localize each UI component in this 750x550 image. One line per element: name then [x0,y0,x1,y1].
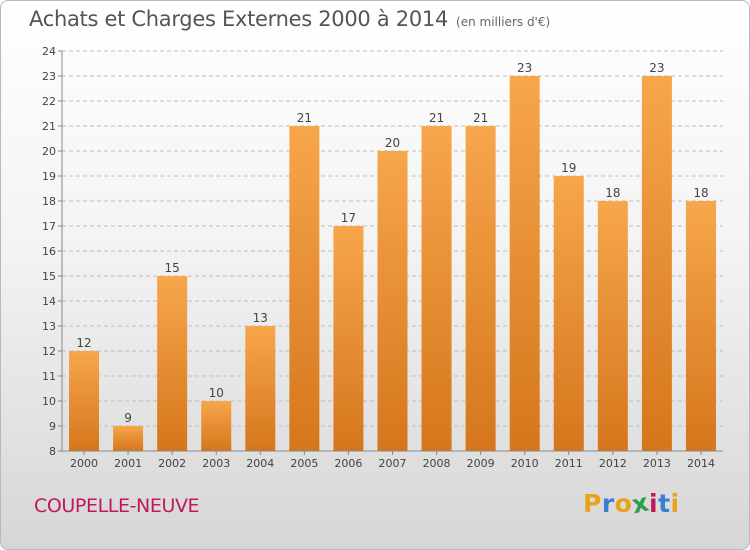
x-tick-label-2005: 2005 [290,457,318,470]
x-axis: 2000 2001 2002 2003 2004 2005 2006 2007 2008 2009… [62,450,723,470]
value-label-2009: 21 [473,111,488,125]
y-tick-label: 20 [42,145,56,158]
value-label-2012: 18 [605,186,620,200]
bar-2001 [113,426,144,451]
value-label-2014: 18 [693,186,708,200]
y-tick-label: 21 [42,120,56,133]
title-block: Achats et Charges Externes 2000 à 2014 (e… [29,7,550,31]
y-tick-label: 15 [42,270,56,283]
y-tick-label: 8 [49,445,56,458]
brand-letter: i [670,489,680,518]
x-tick-label-2012: 2012 [599,457,627,470]
value-label-2008: 21 [429,111,444,125]
value-label-2005: 21 [297,111,312,125]
bar-2002 [157,276,188,451]
x-tick-label-2007: 2007 [379,457,407,470]
chart-subtitle: (en milliers d'€) [456,15,551,29]
x-tick-label-2009: 2009 [467,457,495,470]
x-tick-label-2014: 2014 [687,457,715,470]
x-tick-label-2006: 2006 [334,457,362,470]
y-tick-label: 24 [42,45,56,58]
y-tick-label: 17 [42,220,56,233]
y-tick-label: 9 [49,420,56,433]
y-tick-label: 14 [42,295,56,308]
y-tick-label: 11 [42,370,56,383]
brand-letter: i [649,489,659,518]
bars: 12 9 15 10 13 21 17 20 21 21 23 19 18 23 18 [69,61,716,451]
brand-letter: r [601,489,615,518]
chart-title: Achats et Charges Externes 2000 à 2014 [29,7,449,31]
y-tick-label: 16 [42,245,56,258]
value-label-2011: 19 [561,161,576,175]
y-axis: 8 9 10 11 12 13 14 15 16 17 18 19 20 21 22 23 24 [42,45,63,458]
brand-letter: t [658,489,671,518]
x-tick-label-2002: 2002 [158,457,186,470]
value-label-2010: 23 [517,61,532,75]
bar-2000 [69,351,100,451]
value-label-2000: 12 [76,336,91,350]
bar-2010 [509,76,540,451]
bar-2014 [685,201,716,451]
y-tick-label: 18 [42,195,56,208]
brand-letter: P [583,489,602,518]
bar-2005 [289,126,320,451]
bar-2011 [553,176,584,451]
y-tick-label: 22 [42,95,56,108]
bar-2006 [333,226,364,451]
proxiti-logo[interactable]: Proxiti [583,488,680,520]
x-tick-label-2003: 2003 [202,457,230,470]
x-tick-label-2011: 2011 [555,457,583,470]
value-label-2003: 10 [209,386,224,400]
value-label-2002: 15 [165,261,180,275]
x-tick-label-2010: 2010 [511,457,539,470]
value-label-2013: 23 [649,61,664,75]
y-tick-label: 12 [42,345,56,358]
value-label-2001: 9 [124,411,132,425]
bar-2003 [201,401,232,451]
brand-letter: o [614,489,633,518]
x-tick-label-2004: 2004 [246,457,274,470]
bar-2004 [245,326,276,451]
value-label-2006: 17 [341,211,356,225]
x-tick-label-2008: 2008 [423,457,451,470]
bar-2013 [641,76,672,451]
x-tick-label-2001: 2001 [114,457,142,470]
y-tick-label: 13 [42,320,56,333]
y-tick-label: 10 [42,395,56,408]
x-tick-label-2000: 2000 [70,457,98,470]
x-tick-label-2013: 2013 [643,457,671,470]
value-label-2004: 13 [253,311,268,325]
value-label-2007: 20 [385,136,400,150]
bar-2012 [597,201,628,451]
y-tick-label: 23 [42,70,56,83]
bar-2009 [465,126,496,451]
city-name: COUPELLE-NEUVE [34,495,200,517]
bar-2007 [377,151,408,451]
bar-2008 [421,126,452,451]
y-tick-label: 19 [42,170,56,183]
